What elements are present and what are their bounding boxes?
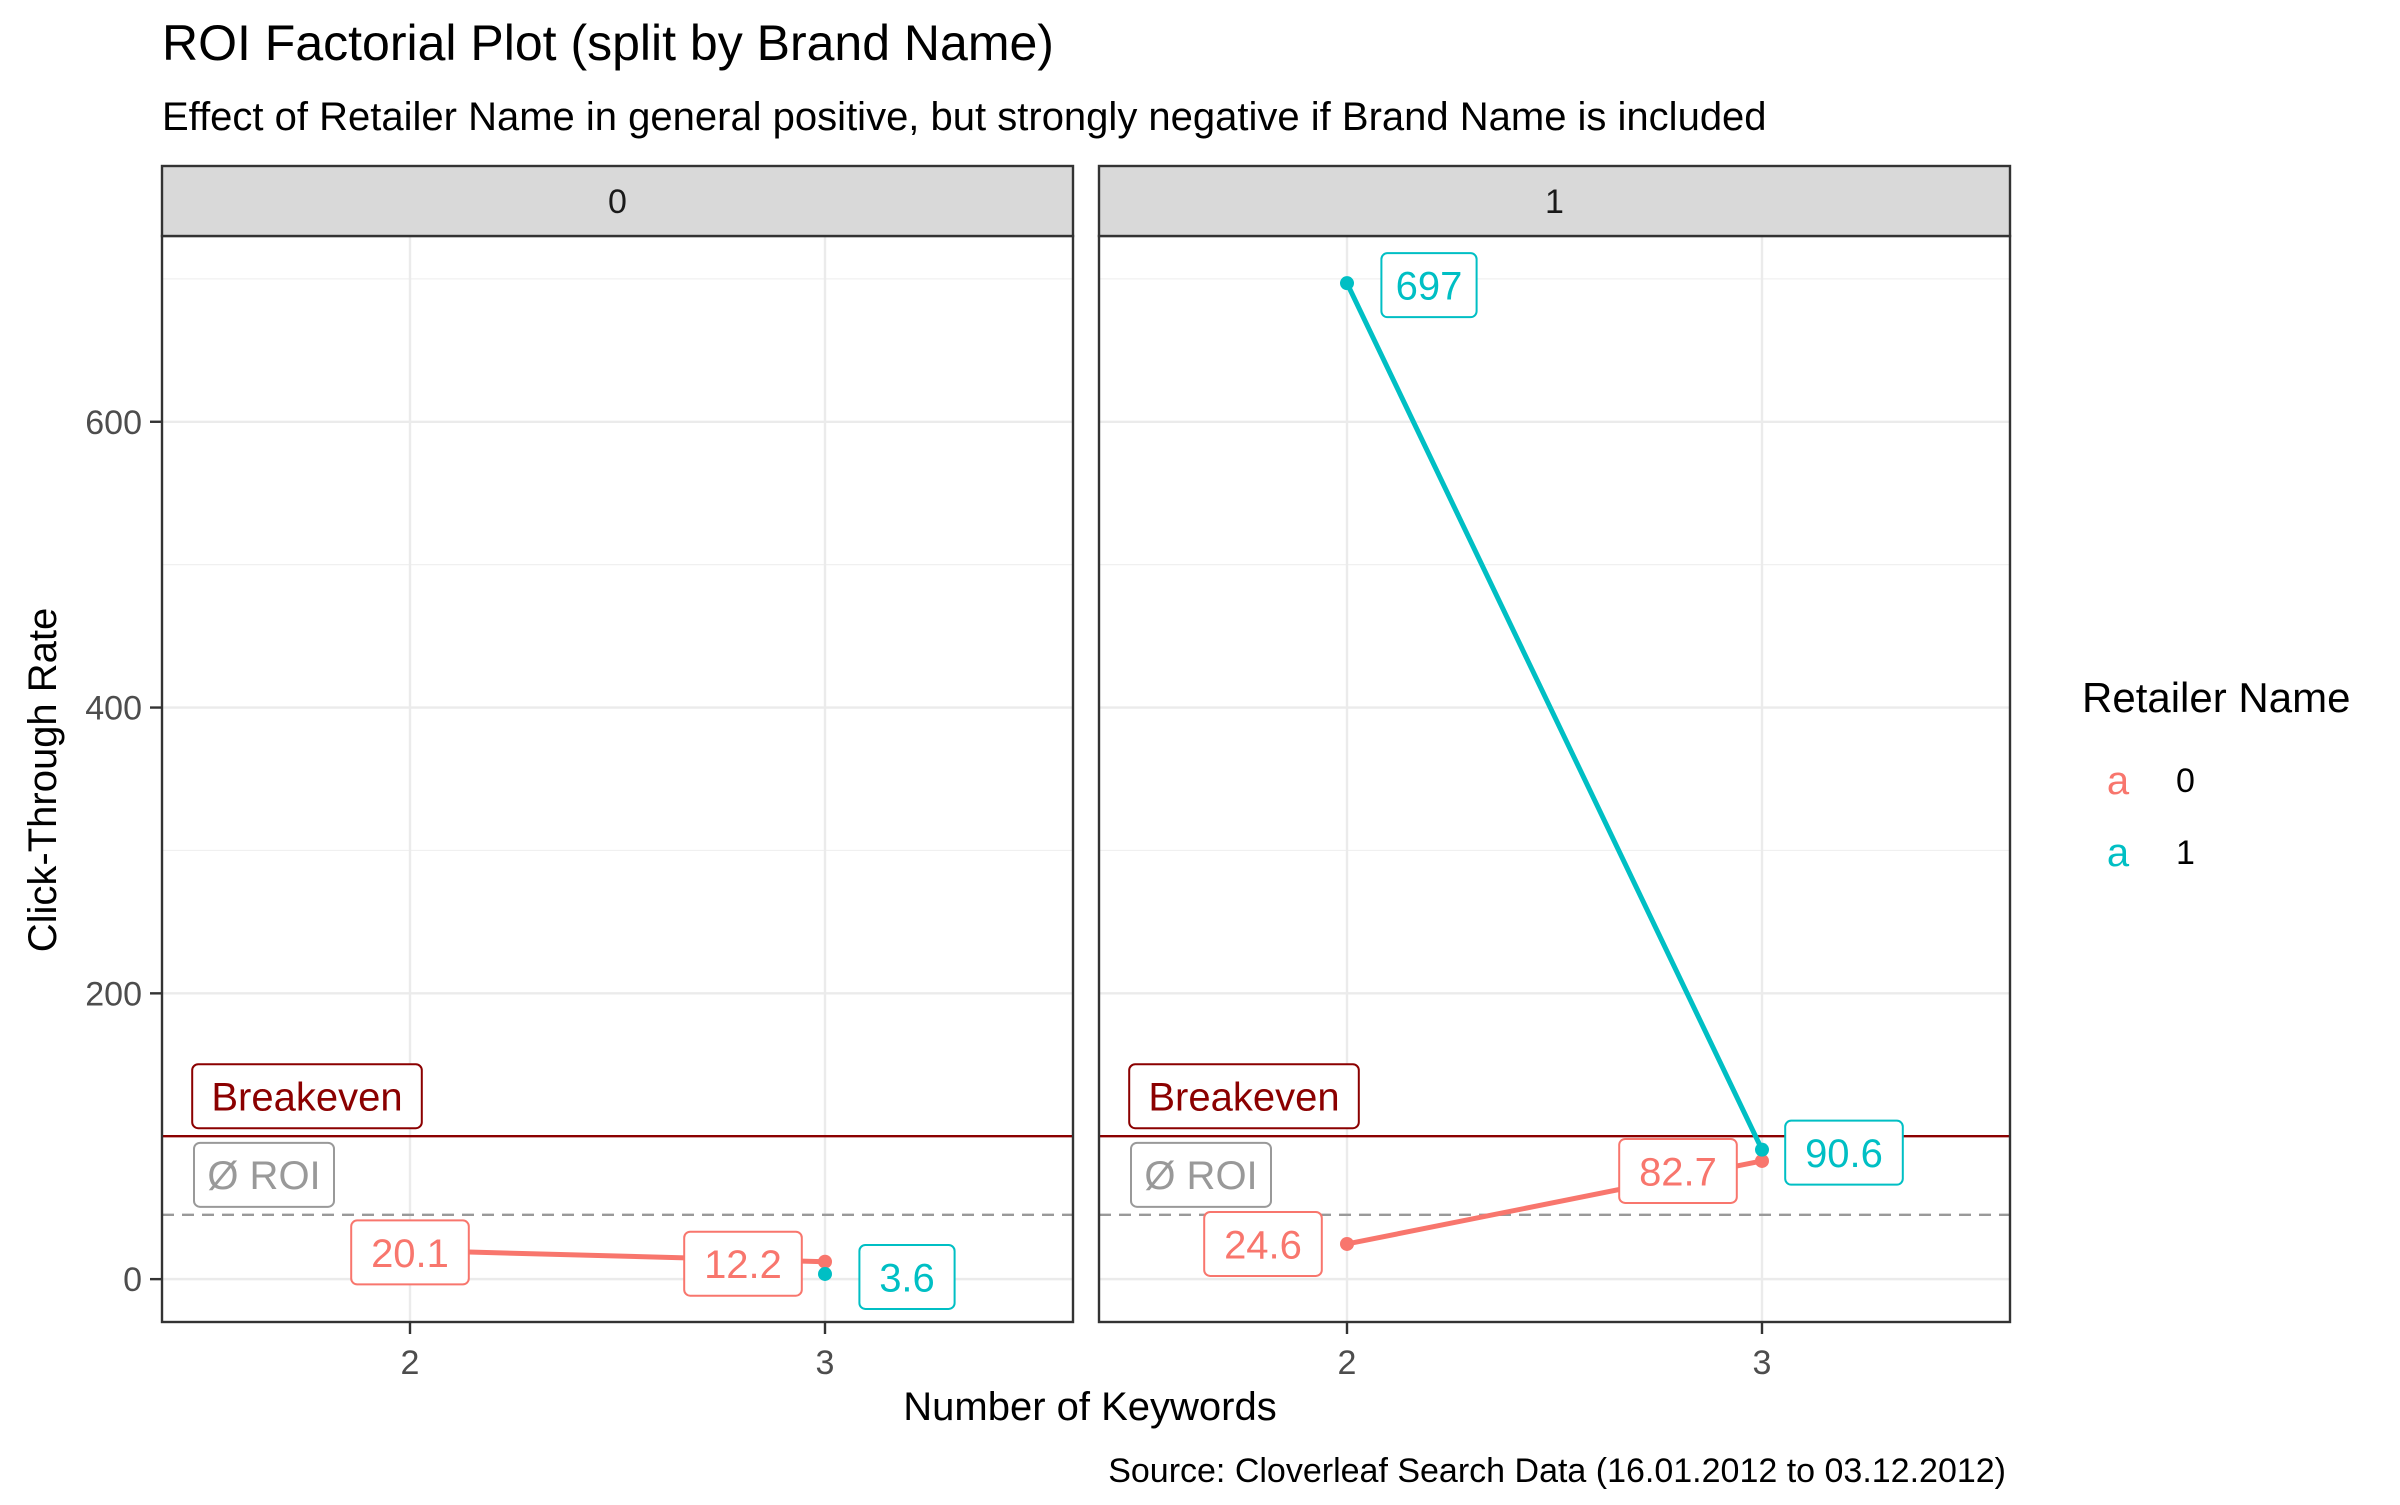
avg-roi-label: Ø ROI: [1144, 1154, 1257, 1198]
legend-label-1: 1: [2176, 834, 2195, 872]
data-point: [818, 1254, 832, 1269]
data-label-box: [1203, 1210, 1323, 1277]
facet-strip: [1097, 164, 2012, 238]
breakeven-label-box: [191, 1063, 423, 1130]
data-point: [1340, 276, 1354, 291]
legend-title: Retailer Name: [2082, 674, 2350, 721]
facet-panels: Breakeven Ø ROI 20.1 12.2 3.6 0 2 3 Breakeven Ø R…: [160, 164, 2012, 1382]
x-axis-label: Number of Keywords: [903, 1385, 1276, 1429]
breakeven-label: Breakeven: [1148, 1076, 1339, 1120]
data-label-box: [1784, 1119, 1904, 1186]
data-point: [818, 1266, 832, 1281]
x-tick-label: 3: [1753, 1344, 1772, 1382]
series-line-retailer-1: [1344, 282, 1765, 1151]
data-label-box: [1618, 1137, 1738, 1204]
data-label: 3.6: [879, 1256, 935, 1300]
data-label: 24.6: [1224, 1223, 1302, 1267]
data-label: 20.1: [371, 1232, 449, 1276]
data-label-box: [683, 1230, 803, 1297]
y-axis: 0 200 400 600: [85, 404, 162, 1299]
y-tick-label: 600: [85, 404, 142, 442]
data-point: [1340, 1236, 1354, 1251]
x-tick-label: 2: [1338, 1344, 1357, 1382]
panel-background: [162, 236, 1073, 1322]
y-tick-label: 200: [85, 975, 142, 1013]
data-point: [1755, 1153, 1769, 1168]
legend: Retailer Name a 0a 1: [2082, 674, 2350, 875]
data-label: 82.7: [1639, 1150, 1717, 1194]
facet-panel-0: Breakeven Ø ROI 20.1 12.2 3.6 0 2 3: [160, 164, 1075, 1382]
x-tick-label: 2: [401, 1344, 420, 1382]
legend-label-0: 0: [2176, 762, 2195, 800]
data-point: [1755, 1142, 1769, 1157]
chart-title: ROI Factorial Plot (split by Brand Name): [162, 15, 1054, 71]
avg-roi-label-box: [1130, 1141, 1272, 1208]
data-label-box: [350, 1219, 470, 1286]
breakeven-label-box: [1128, 1063, 1360, 1130]
data-label-box: [858, 1243, 956, 1310]
y-tick-label: 400: [85, 690, 142, 728]
facet-strip: [160, 164, 1075, 238]
data-label: 12.2: [704, 1243, 782, 1287]
breakeven-label: Breakeven: [211, 1076, 402, 1120]
chart-caption: Source: Cloverleaf Search Data (16.01.20…: [1108, 1452, 2006, 1490]
chart-subtitle: Effect of Retailer Name in general posit…: [162, 95, 1767, 139]
facet-strip-label: 1: [1545, 183, 1564, 221]
legend-key-1: a: [2107, 831, 2130, 875]
facet-strip-label: 0: [608, 183, 627, 221]
avg-roi-label-box: [193, 1141, 335, 1208]
x-tick-label: 3: [816, 1344, 835, 1382]
data-label: 697: [1396, 265, 1463, 309]
data-label-box: [1380, 252, 1478, 319]
avg-roi-label: Ø ROI: [207, 1154, 320, 1198]
legend-key-0: a: [2107, 759, 2130, 803]
y-axis-label: Click-Through Rate: [21, 608, 65, 953]
data-label: 90.6: [1805, 1132, 1883, 1176]
y-tick-label: 0: [123, 1261, 142, 1299]
facet-panel-1: Breakeven Ø ROI 24.6 82.7 697 90.6 1 2 3: [1097, 164, 2012, 1382]
